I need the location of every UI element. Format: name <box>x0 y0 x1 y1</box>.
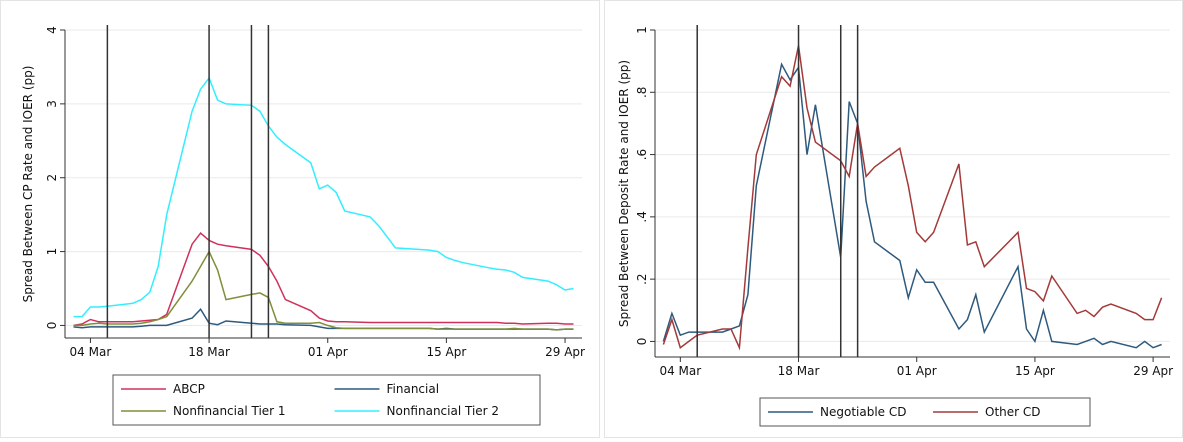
x-tick-label: 29 Apr <box>1133 364 1173 378</box>
x-tick-label: 29 Apr <box>545 345 585 359</box>
series-line <box>662 62 1162 349</box>
x-tick-label: 04 Mar <box>70 345 112 359</box>
x-tick-label: 15 Apr <box>1015 364 1055 378</box>
series-line <box>73 76 574 318</box>
x-tick-label: 18 Mar <box>188 345 230 359</box>
y-axis-label: Spread Between Deposit Rate and IOER (pp… <box>617 60 631 327</box>
y-tick-label: 0 <box>635 338 649 346</box>
y-tick-label: .8 <box>635 87 649 98</box>
legend-label: ABCP <box>173 382 205 396</box>
y-tick-label: 0 <box>45 322 59 330</box>
x-tick-label: 15 Apr <box>426 345 466 359</box>
legend-label: Other CD <box>985 405 1041 419</box>
series-line <box>662 45 1163 351</box>
legend-box <box>759 397 1091 427</box>
y-tick-label: .6 <box>635 149 649 160</box>
y-tick-label: .2 <box>635 273 649 284</box>
y-axis-label: Spread Between CP Rate and IOER (pp) <box>21 66 35 303</box>
legend-label: Negotiable CD <box>820 405 906 419</box>
x-tick-label: 01 Apr <box>308 345 348 359</box>
legend-label: Nonfinancial Tier 1 <box>173 404 286 418</box>
y-tick-label: 2 <box>45 174 59 182</box>
x-tick-label: 04 Mar <box>659 364 701 378</box>
y-tick-label: 1 <box>45 248 59 256</box>
x-tick-label: 18 Mar <box>778 364 820 378</box>
y-tick-label: 1 <box>635 26 649 34</box>
panel <box>604 0 1183 438</box>
y-tick-label: .4 <box>635 211 649 222</box>
y-tick-label: 3 <box>45 100 59 108</box>
legend-label: Nonfinancial Tier 2 <box>387 404 500 418</box>
series-line <box>73 249 574 331</box>
panel <box>0 0 600 438</box>
x-tick-label: 01 Apr <box>897 364 937 378</box>
series-line <box>73 232 574 327</box>
y-tick-label: 4 <box>45 26 59 34</box>
legend-label: Financial <box>387 382 440 396</box>
legend-box <box>112 374 541 426</box>
